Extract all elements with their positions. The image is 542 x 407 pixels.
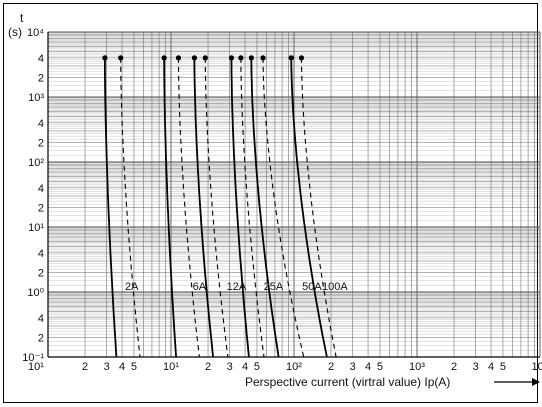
x-tick-label: 10³ bbox=[409, 361, 425, 373]
y-tick-label: 10⁰ bbox=[27, 287, 44, 299]
curve-start-point bbox=[248, 55, 254, 61]
curve-max-25A bbox=[240, 57, 265, 358]
x-tick-label: 2 bbox=[451, 361, 457, 373]
x-tick-label: 2 bbox=[82, 361, 88, 373]
x-tick-label: 2 bbox=[205, 361, 211, 373]
x-tick-label: 5 bbox=[254, 361, 260, 373]
y-tick-labels: 10⁴ 4 2 10³ 4 2 10² 4 2 10¹ 4 2 10⁰ 4 2 10⁻¹ bbox=[22, 27, 44, 364]
y-tick-label: 10³ bbox=[28, 92, 44, 104]
curve-start-point bbox=[298, 55, 305, 61]
curve-min-12A bbox=[193, 57, 214, 358]
curve-labels: 2A 6A 12A 25A 50A 100A bbox=[125, 281, 348, 293]
curve-label-6A: 6A bbox=[193, 281, 207, 293]
grid bbox=[47, 31, 541, 358]
x-tick-label: 3 bbox=[473, 361, 479, 373]
curve-start-point bbox=[161, 55, 167, 61]
curve-min-2A bbox=[104, 57, 118, 358]
y-tick-label: 10² bbox=[28, 157, 44, 169]
y-axis-label-unit: (s) bbox=[8, 25, 22, 39]
curve-label-2A: 2A bbox=[125, 281, 139, 293]
y-tick-label: 4 bbox=[38, 118, 44, 130]
x-tick-label: 3 bbox=[350, 361, 356, 373]
curve-max-6A bbox=[177, 57, 200, 358]
x-axis-label: Perspective current (virtral value) Ip(A… bbox=[245, 375, 450, 389]
x-tick-label: 3 bbox=[104, 361, 110, 373]
y-tick-label: 10⁴ bbox=[27, 27, 44, 39]
curve-start-point bbox=[238, 55, 244, 61]
y-tick-label: 4 bbox=[38, 183, 44, 195]
y-tick-label: 4 bbox=[38, 53, 44, 65]
curve-min-6A bbox=[163, 57, 177, 358]
x-tick-label: 5 bbox=[377, 361, 383, 373]
curve-start-point bbox=[228, 55, 235, 61]
curve-label-50A: 50A bbox=[302, 281, 322, 293]
curve-max-100A bbox=[300, 57, 337, 358]
y-tick-label: 2 bbox=[38, 332, 44, 344]
x-tick-label: 3 bbox=[227, 361, 233, 373]
curve-start-point bbox=[260, 55, 266, 61]
x-tick-label: 5 bbox=[131, 361, 137, 373]
curve-max-12A bbox=[204, 57, 229, 358]
curve-start-point bbox=[175, 55, 182, 61]
x-tick-labels: 234510¹234510²234510³234510⁴10¹ bbox=[28, 361, 542, 373]
curve-start-point bbox=[191, 55, 198, 61]
y-tick-label: 2 bbox=[38, 72, 44, 84]
arrow-right-icon bbox=[494, 378, 540, 386]
curve-start-point bbox=[202, 55, 208, 61]
y-tick-label: 2 bbox=[38, 267, 44, 279]
y-tick-label: 10⁻¹ bbox=[22, 352, 44, 364]
curve-start-point bbox=[118, 55, 124, 61]
y-tick-label: 2 bbox=[38, 137, 44, 149]
x-tick-label: 5 bbox=[500, 361, 506, 373]
curve-start-point bbox=[288, 55, 294, 61]
curve-min-100A bbox=[290, 57, 328, 358]
curve-min-25A bbox=[230, 57, 250, 358]
x-tick-label-origin: 10¹ bbox=[28, 361, 44, 373]
x-tick-label: 10⁴ bbox=[532, 361, 542, 373]
y-tick-label: 4 bbox=[38, 248, 44, 260]
curve-min-50A bbox=[250, 57, 280, 358]
curve-start-point bbox=[102, 55, 108, 61]
curve-max-2A bbox=[120, 57, 141, 358]
x-tick-label: 4 bbox=[242, 361, 248, 373]
x-tick-label: 10² bbox=[286, 361, 302, 373]
y-tick-label: 10¹ bbox=[28, 222, 44, 234]
curve-max-50A bbox=[262, 57, 305, 358]
y-tick-label: 4 bbox=[38, 313, 44, 325]
y-axis-label-t: t bbox=[20, 11, 24, 25]
x-tick-label: 10¹ bbox=[163, 361, 179, 373]
chart-frame bbox=[3, 3, 538, 403]
x-tick-label: 4 bbox=[119, 361, 125, 373]
curves bbox=[102, 55, 337, 358]
curve-label-25A: 25A bbox=[264, 281, 284, 293]
y-tick-label: 2 bbox=[38, 202, 44, 214]
x-tick-label: 4 bbox=[365, 361, 371, 373]
curve-label-12A: 12A bbox=[227, 281, 247, 293]
curve-label-100A: 100A bbox=[322, 281, 348, 293]
x-tick-label: 2 bbox=[328, 361, 334, 373]
x-tick-label: 4 bbox=[488, 361, 494, 373]
